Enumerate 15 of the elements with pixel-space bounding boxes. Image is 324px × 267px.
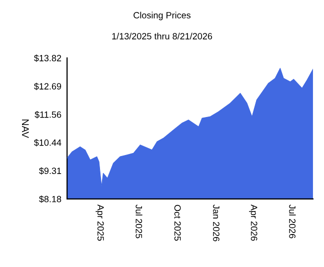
chart-title: Closing Prices [134,12,191,20]
y-tick-label: $13.82 [34,54,62,62]
x-tick-label: Jul 2025 [136,204,142,238]
y-tick-label: $8.18 [39,196,62,203]
x-tick-label: Jan 2026 [213,204,220,242]
x-tick-label: Oct 2025 [174,204,181,241]
x-tick-label: Jul 2026 [289,204,296,238]
y-axis-title: NAV [22,120,29,138]
y-tick-label: $9.31 [39,167,62,175]
x-tick-label: Apr 2026 [249,204,258,241]
y-tick-label: $12.69 [34,82,62,90]
chart-subtitle: 1/13/2025 thru 8/21/2026 [112,32,212,40]
y-tick-label: $10.44 [34,139,62,146]
y-tick-label: $11.56 [34,111,62,118]
x-tick-label: Apr 2025 [96,204,104,241]
